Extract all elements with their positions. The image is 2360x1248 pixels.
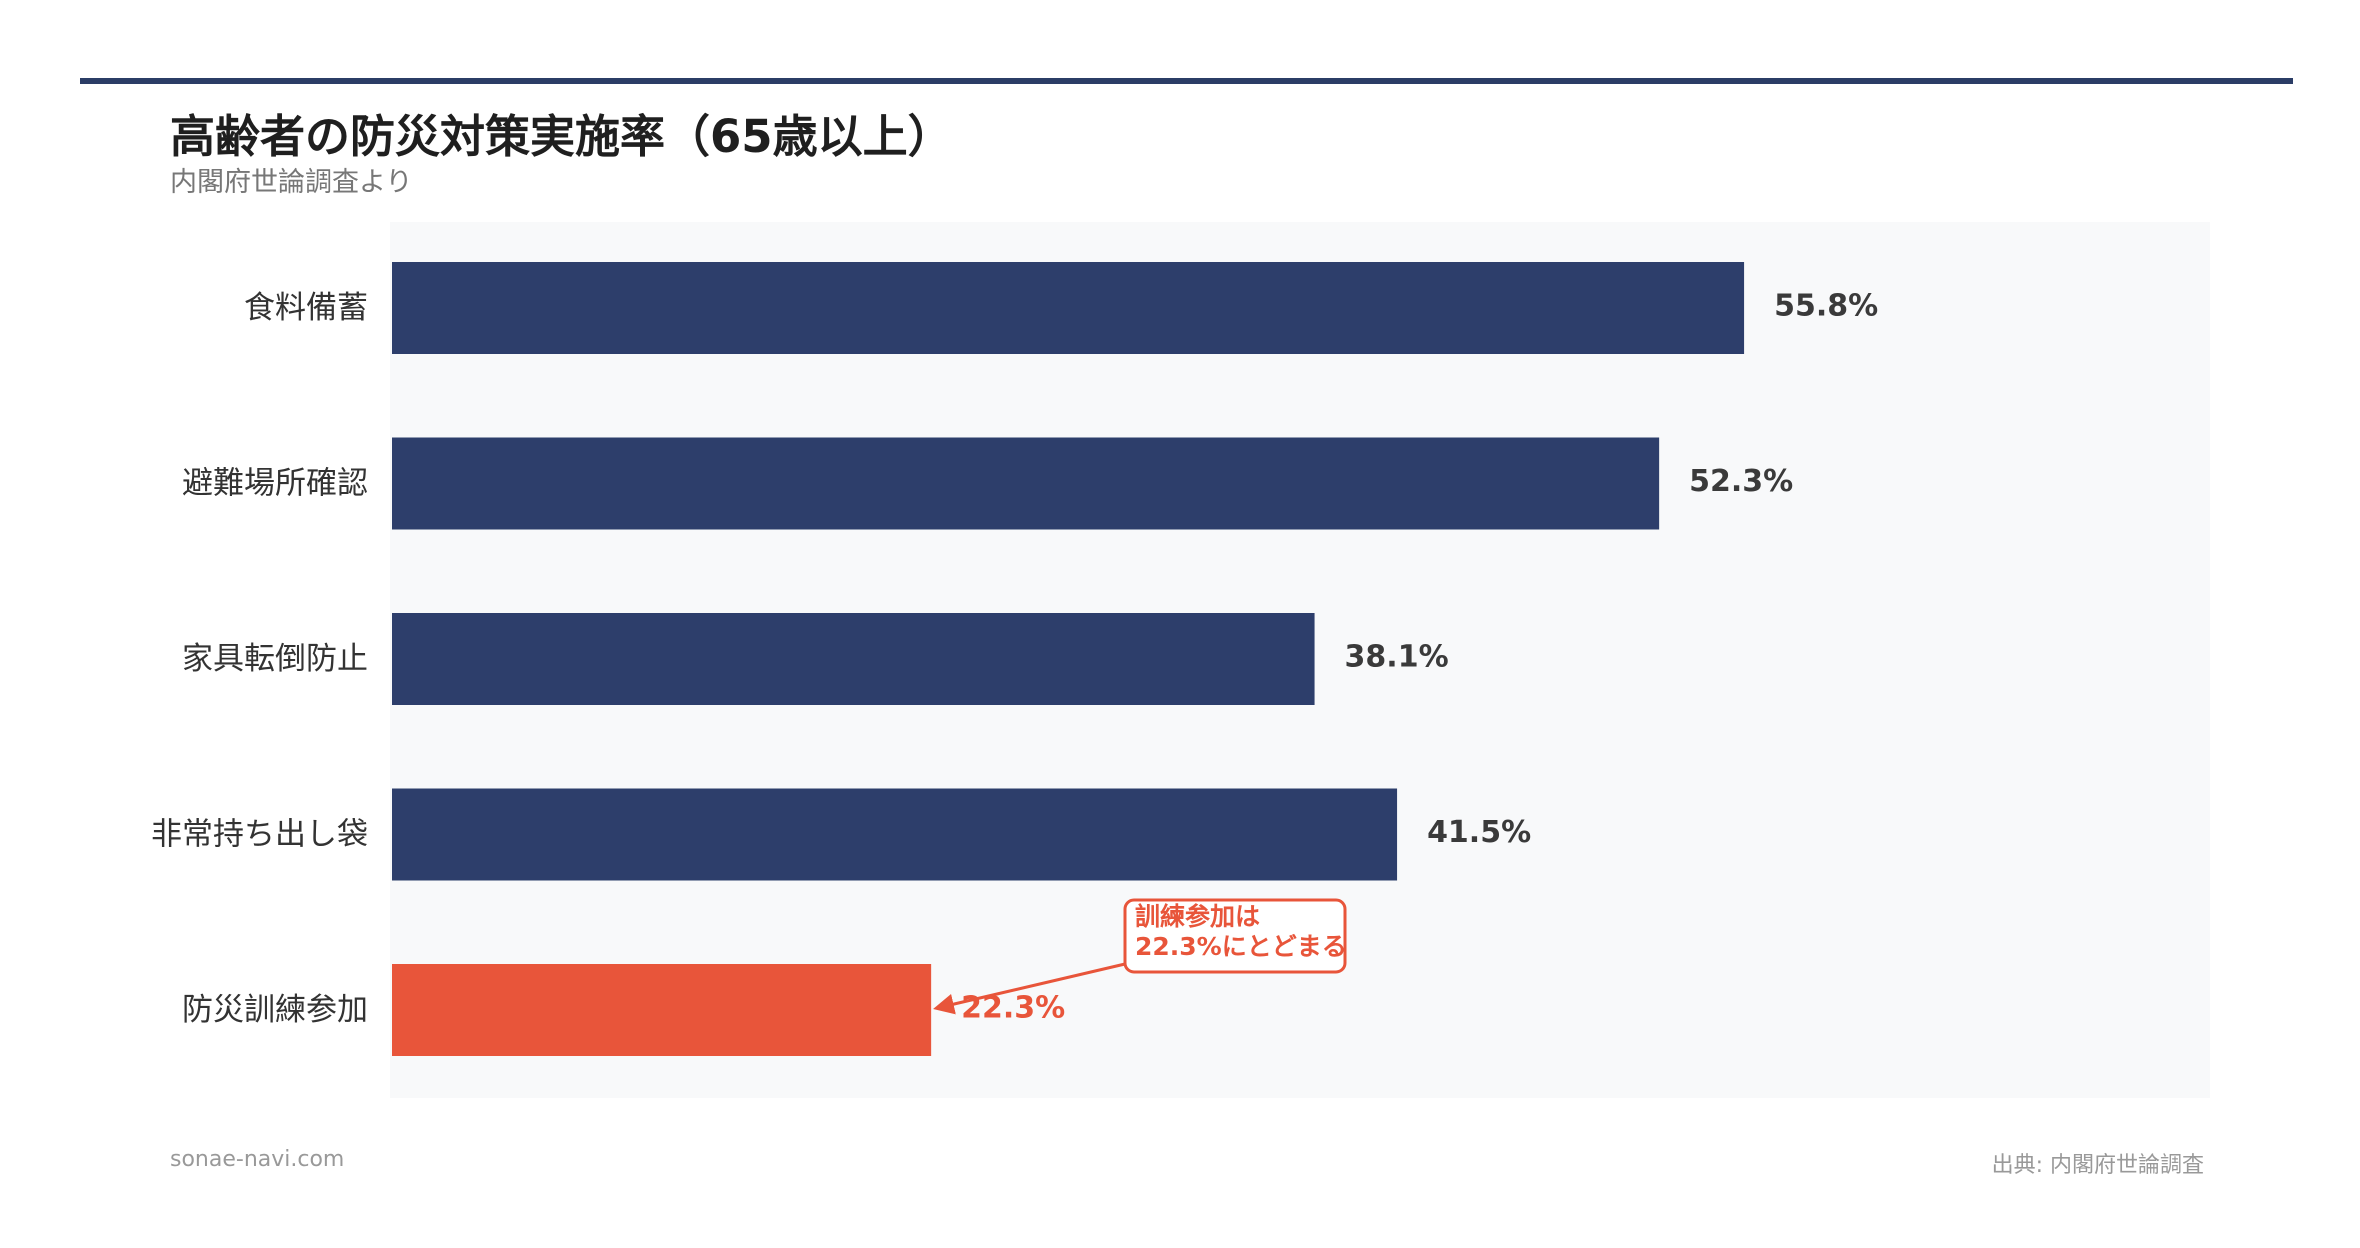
category-label-2: 避難場所確認	[182, 466, 368, 502]
footer-site: sonae-navi.com	[170, 1147, 345, 1172]
bar-1	[392, 262, 1745, 354]
value-label-1: 55.8%	[1774, 289, 1878, 324]
bar-3	[392, 613, 1315, 705]
callout-arrow	[933, 962, 1126, 1015]
bar-4	[392, 788, 1398, 881]
callout-text-line-1: 訓練参加は	[1135, 902, 1260, 931]
top-rule	[80, 78, 2293, 84]
bar-2	[392, 437, 1660, 530]
value-label-5: 22.3%	[961, 991, 1065, 1026]
category-label-3: 家具転倒防止	[182, 641, 368, 677]
callout-text-line-2: 22.3%にとどまる	[1135, 932, 1347, 961]
footer-source: 出典: 内閣府世論調査	[1991, 1153, 2204, 1178]
bar-5	[392, 964, 932, 1056]
chart-subtitle: 内閣府世論調査より	[170, 167, 413, 198]
bars-group: 食料備蓄 55.8% 避難場所確認 52.3% 家具転倒防止 38.1% 非常持ち出し袋 41…	[151, 262, 1878, 1056]
chart-title: 高齢者の防災対策実施率（65歳以上）	[170, 110, 953, 163]
category-label-1: 食料備蓄	[244, 290, 368, 326]
value-label-3: 38.1%	[1345, 640, 1449, 675]
category-label-4: 非常持ち出し袋	[151, 817, 368, 853]
category-label-5: 防災訓練参加	[182, 992, 368, 1028]
callout-box	[1123, 898, 1347, 974]
value-label-4: 41.5%	[1427, 815, 1531, 850]
value-label-2: 52.3%	[1689, 464, 1793, 499]
